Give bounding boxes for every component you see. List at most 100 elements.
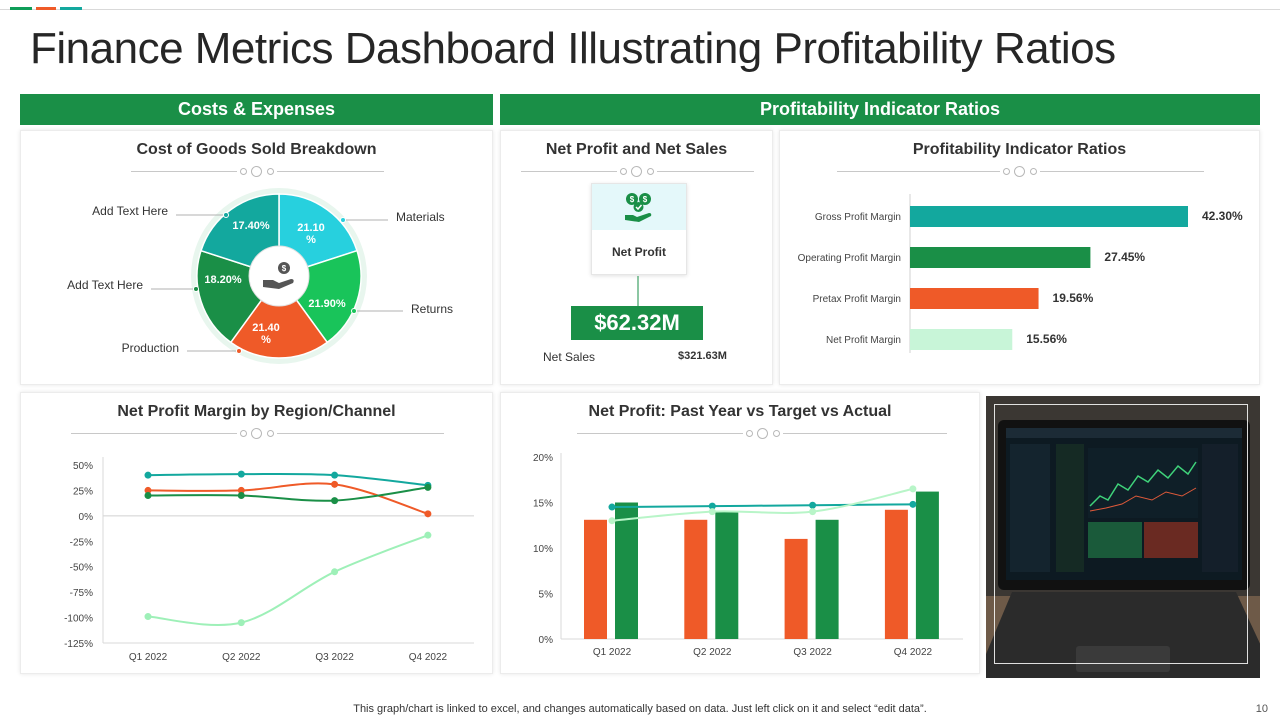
divider-ornament bbox=[237, 166, 277, 177]
region-title: Net Profit Margin by Region/Channel bbox=[117, 403, 396, 420]
net-profit-sales-title: Net Profit and Net Sales bbox=[545, 141, 728, 158]
series-point bbox=[237, 486, 245, 494]
line-point bbox=[909, 500, 917, 508]
series-line bbox=[147, 534, 429, 626]
ratio-value-label: 15.56% bbox=[1026, 332, 1067, 346]
ratios-bar-chart[interactable]: Gross Profit Margin 42.30% Operating Profi… bbox=[780, 131, 1261, 386]
region-line-chart[interactable]: 50% 25% 0% -25% -50% -75% -100% -125% Q1 2022 Q2 … bbox=[21, 393, 494, 675]
accent-bar-green bbox=[10, 7, 32, 10]
x-tick-label: Q4 2022 bbox=[409, 652, 448, 663]
line-point bbox=[708, 508, 716, 516]
page-title: Finance Metrics Dashboard Illustrating P… bbox=[30, 24, 1116, 73]
y-tick-label: 10% bbox=[533, 544, 553, 555]
series-point bbox=[331, 471, 339, 479]
x-tick-label: Q2 2022 bbox=[693, 647, 732, 658]
laptop-photo bbox=[986, 396, 1260, 678]
series-point bbox=[331, 480, 339, 488]
pie-slice-label: Add Text Here bbox=[92, 204, 168, 218]
ratio-category-label: Operating Profit Margin bbox=[798, 253, 901, 264]
series-line bbox=[147, 486, 429, 502]
pie-slice-value: 17.40% bbox=[232, 220, 270, 232]
net-profit-value: $62.32M bbox=[571, 306, 703, 340]
y-tick-label: -50% bbox=[70, 563, 93, 574]
region-panel: Net Profit Margin by Region/Channel 50% 2… bbox=[20, 392, 493, 674]
x-tick-label: Q3 2022 bbox=[315, 652, 354, 663]
ratio-category-label: Gross Profit Margin bbox=[815, 212, 901, 223]
band-costs-expenses: Costs & Expenses bbox=[20, 94, 493, 125]
bar-past-year bbox=[784, 538, 808, 639]
y-tick-label: 25% bbox=[73, 486, 93, 497]
ratio-bar bbox=[910, 206, 1188, 227]
line-point bbox=[809, 501, 817, 509]
series-point bbox=[424, 510, 432, 518]
past-year-panel: Net Profit: Past Year vs Target vs Actua… bbox=[500, 392, 980, 674]
y-tick-label: -75% bbox=[70, 588, 93, 599]
divider-ornament bbox=[617, 166, 657, 177]
net-profit-card-label: Net Profit bbox=[612, 245, 666, 259]
bar-actual bbox=[715, 511, 739, 639]
line-point bbox=[608, 503, 616, 511]
pie-leader-dot bbox=[193, 286, 199, 292]
x-tick-label: Q1 2022 bbox=[129, 652, 168, 663]
ratios-title: Profitability Indicator Ratios bbox=[912, 141, 1127, 158]
divider-ornament bbox=[743, 428, 783, 439]
bar-past-year bbox=[684, 519, 708, 639]
net-profit-sales-panel: Net Profit and Net Sales $ $ Net Profit … bbox=[500, 130, 773, 385]
net-sales-value: $321.63M bbox=[678, 350, 727, 362]
accent-bar-teal bbox=[60, 7, 82, 10]
ratio-category-label: Net Profit Margin bbox=[826, 335, 901, 346]
cogs-pie-chart[interactable]: 21.10 % Materials 21.90% Returns 21.40 % Produc… bbox=[21, 131, 494, 386]
top-rule bbox=[0, 9, 1280, 10]
line-point bbox=[909, 485, 917, 493]
line-point bbox=[809, 508, 817, 516]
line-target bbox=[611, 503, 913, 509]
y-tick-label: 5% bbox=[539, 590, 554, 601]
ratios-panel: Profitability Indicator Ratios Gross Pro… bbox=[779, 130, 1260, 385]
series-point bbox=[237, 470, 245, 478]
svg-text:$: $ bbox=[282, 264, 287, 273]
pie-slice-label: Add Text Here bbox=[67, 278, 143, 292]
series-point bbox=[424, 531, 432, 539]
x-tick-label: Q3 2022 bbox=[793, 647, 832, 658]
line-trend bbox=[611, 487, 914, 522]
ratio-bar bbox=[910, 247, 1091, 268]
pie-slice-value: 18.20% bbox=[204, 274, 242, 286]
x-tick-label: Q4 2022 bbox=[894, 647, 933, 658]
pie-slice-value: 21.40% bbox=[252, 322, 280, 346]
pie-center bbox=[248, 245, 310, 307]
pie-slice-label: Materials bbox=[396, 210, 445, 224]
y-tick-label: -125% bbox=[64, 639, 93, 650]
page-number: 10 bbox=[1255, 703, 1268, 715]
svg-text:$: $ bbox=[643, 195, 648, 204]
series-point bbox=[331, 568, 339, 576]
band-profitability-ratios: Profitability Indicator Ratios bbox=[500, 94, 1260, 125]
line-point bbox=[708, 502, 716, 510]
x-tick-label: Q2 2022 bbox=[222, 652, 261, 663]
bar-actual bbox=[615, 502, 638, 639]
bar-actual bbox=[815, 519, 839, 639]
series-point bbox=[144, 492, 152, 500]
pie-leader-dot bbox=[340, 217, 346, 223]
y-tick-label: 15% bbox=[533, 499, 553, 510]
x-tick-label: Q1 2022 bbox=[593, 647, 632, 658]
series-line bbox=[147, 472, 429, 487]
accent-bar-orange bbox=[36, 7, 56, 10]
y-tick-label: 20% bbox=[533, 453, 553, 464]
series-point bbox=[331, 497, 339, 505]
y-tick-label: -100% bbox=[64, 614, 93, 625]
cogs-panel: Cost of Goods Sold Breakdown 21.10% Mater… bbox=[20, 130, 493, 385]
ratio-bar bbox=[910, 329, 1013, 350]
bar-actual bbox=[915, 491, 939, 639]
y-tick-label: 0% bbox=[79, 512, 94, 523]
divider-ornament bbox=[237, 428, 277, 439]
series-point bbox=[424, 483, 432, 491]
pie-slice-3 bbox=[229, 274, 329, 359]
pie-slice-label: Production bbox=[122, 341, 179, 355]
card-connector bbox=[637, 276, 639, 306]
pie-slice-label: Returns bbox=[411, 302, 453, 316]
bar-past-year bbox=[884, 509, 908, 639]
series-point bbox=[144, 486, 152, 494]
ratio-value-label: 27.45% bbox=[1104, 250, 1145, 264]
past-year-combo-chart[interactable]: 20% 15% 10% 5% 0% Q1 2022 Q2 2022 Q3 2022 Q4 202… bbox=[501, 393, 981, 675]
pie-leader-dot bbox=[236, 348, 242, 354]
